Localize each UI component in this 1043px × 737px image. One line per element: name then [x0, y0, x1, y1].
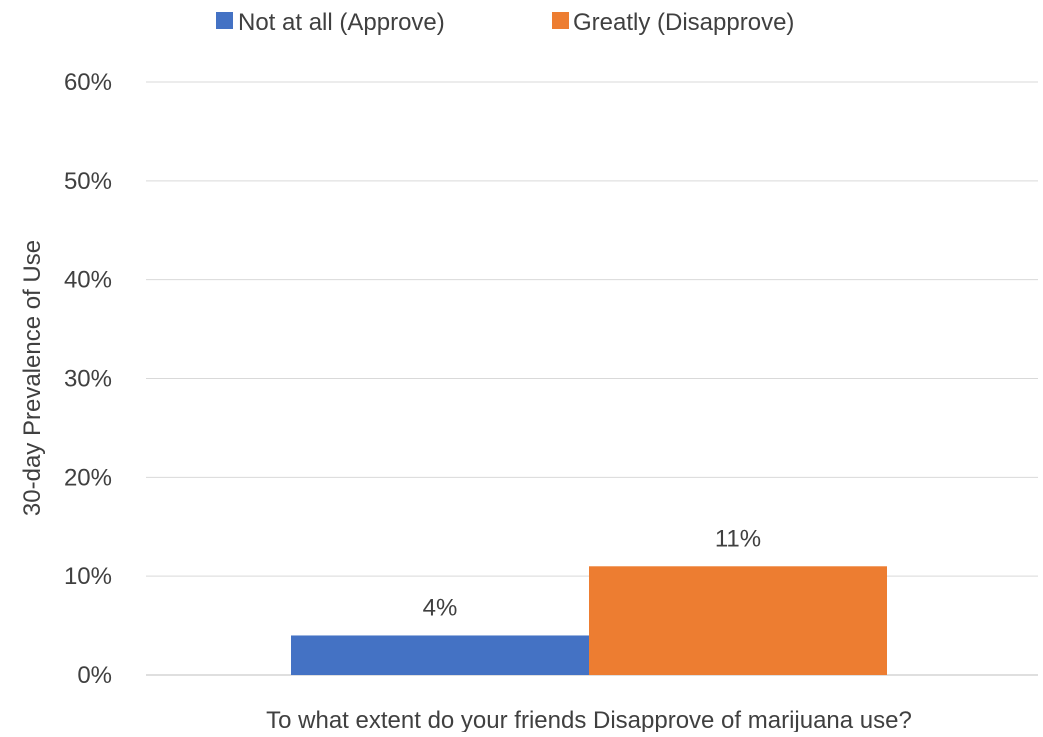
y-tick-label: 30%: [64, 366, 112, 393]
y-tick-label: 50%: [64, 168, 112, 195]
grid-lines: [146, 81, 1038, 676]
y-axis-title: 30-day Prevalence of Use: [19, 240, 46, 516]
legend: Not at all (Approve) Greatly (Disapprove): [216, 9, 794, 36]
bar-greatly-disapprove: [589, 566, 887, 675]
legend-label: Greatly (Disapprove): [573, 9, 794, 36]
data-label: 4%: [423, 594, 458, 621]
legend-swatch: [216, 12, 233, 29]
data-labels: 4% 11%: [423, 525, 761, 621]
y-tick-label: 10%: [64, 563, 112, 590]
data-label: 11%: [715, 525, 761, 552]
y-tick-label: 20%: [64, 464, 112, 491]
y-tick-label: 0%: [77, 662, 112, 689]
bar-not-at-all-approve: [291, 635, 589, 675]
legend-label: Not at all (Approve): [238, 9, 445, 36]
y-axis-ticks: 0% 10% 20% 30% 40% 50% 60%: [64, 69, 112, 689]
y-tick-label: 60%: [64, 69, 112, 96]
legend-swatch: [552, 12, 569, 29]
bars: [291, 566, 887, 675]
y-tick-label: 40%: [64, 267, 112, 294]
x-axis-title: To what extent do your friends Disapprov…: [266, 707, 912, 732]
